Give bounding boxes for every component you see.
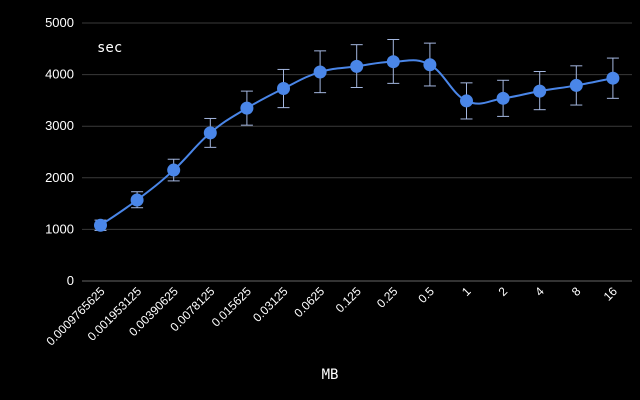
- data-point: [533, 84, 547, 98]
- data-point: [277, 82, 290, 96]
- x-tick-label: 0.25: [374, 284, 401, 311]
- data-point: [130, 193, 144, 207]
- x-tick-label: 0.5: [415, 284, 437, 306]
- unit-label: sec: [97, 40, 122, 56]
- x-tick-label: 0.015625: [209, 284, 255, 330]
- y-axis-ticks: 0 1000 2000 3000 4000 5000: [45, 15, 74, 288]
- x-tick-label: 2: [496, 284, 511, 299]
- x-tick-label: 16: [601, 284, 621, 304]
- data-point: [167, 163, 181, 177]
- x-axis-title: MB: [322, 367, 339, 383]
- y-tick-label: 5000: [45, 15, 74, 30]
- data-point: [496, 91, 510, 105]
- y-tick-label: 0: [67, 273, 74, 288]
- data-point: [460, 94, 473, 108]
- data-point: [203, 126, 217, 140]
- data-point: [386, 55, 400, 69]
- data-point: [240, 101, 254, 115]
- x-tick-label: 0.03125: [250, 284, 291, 325]
- x-tick-label: 4: [532, 284, 547, 299]
- data-points: [94, 55, 620, 232]
- data-point: [606, 71, 620, 85]
- x-axis-ticks: 0.00097656250.0019531250.003906250.00781…: [43, 284, 620, 348]
- data-point: [94, 218, 107, 232]
- y-tick-label: 3000: [45, 118, 74, 133]
- x-tick-label: 8: [569, 284, 584, 299]
- y-tick-label: 1000: [45, 221, 74, 236]
- data-point: [423, 58, 437, 72]
- x-tick-label: 0.0625: [291, 284, 327, 320]
- data-point: [569, 78, 583, 92]
- data-point: [313, 65, 327, 79]
- x-tick-label: 1: [459, 284, 474, 299]
- y-tick-label: 2000: [45, 170, 74, 185]
- data-point: [350, 59, 364, 73]
- x-tick-label: 0.125: [333, 284, 364, 315]
- y-tick-label: 4000: [45, 67, 74, 82]
